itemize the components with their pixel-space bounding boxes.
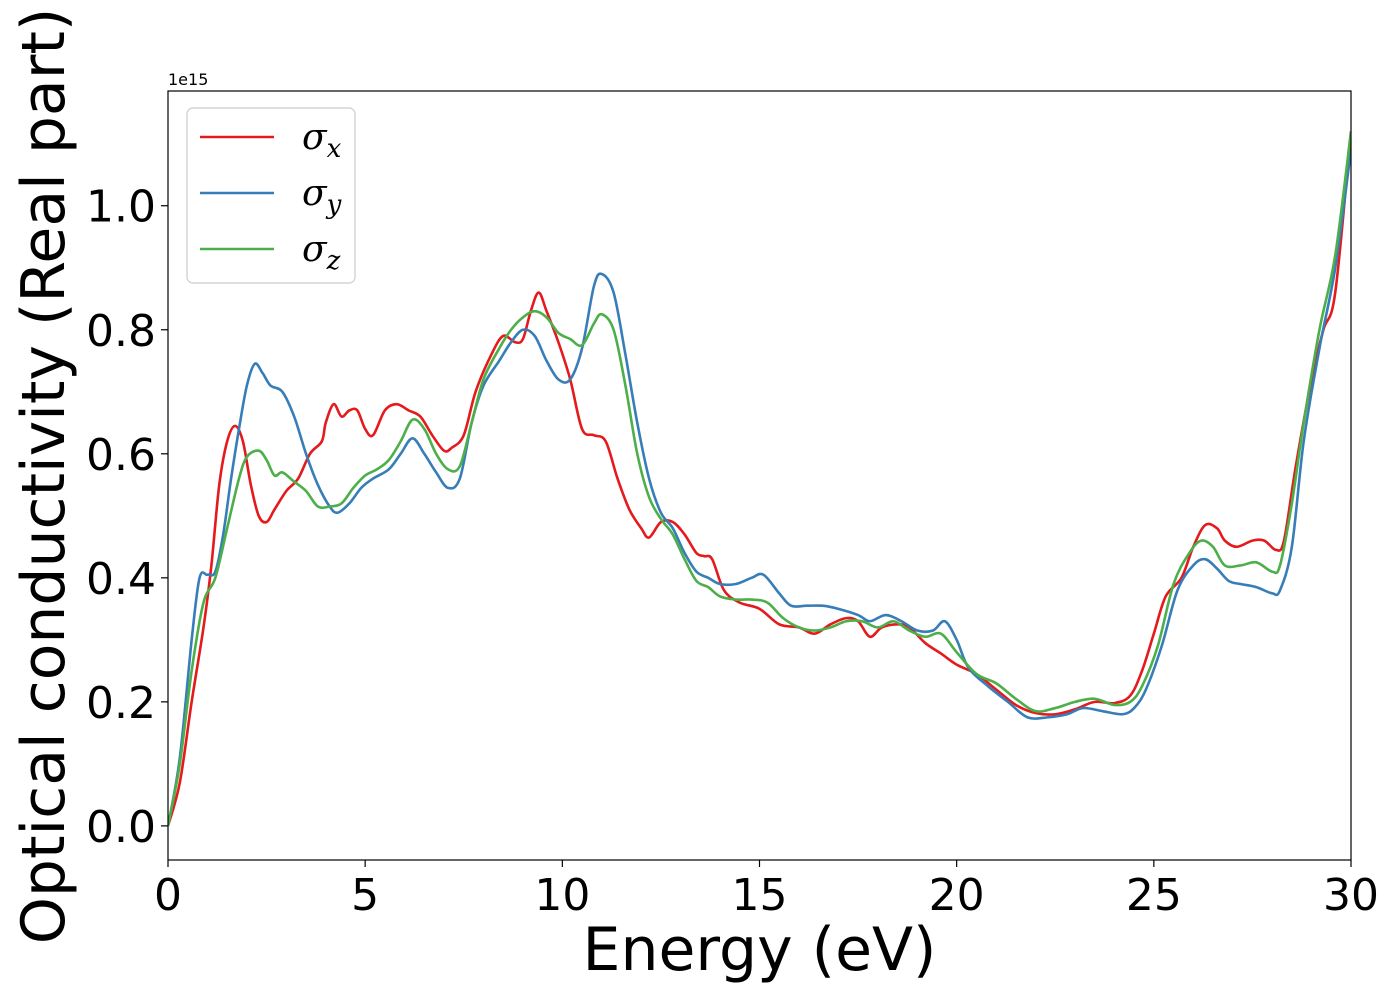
series-layer — [168, 131, 1351, 827]
x-tick-label: 25 — [1126, 870, 1182, 921]
x-tick-label: 15 — [732, 870, 788, 921]
x-tick-label: 0 — [154, 870, 182, 921]
x-tick-label: 20 — [929, 870, 985, 921]
series-line-y — [168, 149, 1351, 827]
x-tick-label: 30 — [1323, 870, 1379, 921]
y-tick-label: 0.2 — [86, 678, 156, 729]
legend-box — [186, 107, 356, 284]
series-line-x — [168, 131, 1351, 827]
x-axis-ticks: 0 5 10 15 20 25 30 — [154, 860, 1379, 921]
x-axis-title: Energy (eV) — [583, 915, 937, 985]
y-tick-label: 0.6 — [86, 430, 156, 481]
x-tick-label: 5 — [351, 870, 379, 921]
x-tick-label: 10 — [534, 870, 590, 921]
y-offset-label: 1e15 — [168, 70, 208, 89]
series-line-z — [168, 131, 1351, 827]
y-tick-label: 0.0 — [86, 802, 156, 853]
y-axis-ticks: 0.0 0.2 0.4 0.6 0.8 1.0 — [86, 182, 168, 853]
y-tick-label: 0.4 — [86, 554, 156, 605]
y-tick-label: 1.0 — [86, 182, 156, 233]
y-axis-title: Optical conductivity (Real part) — [9, 8, 79, 945]
y-tick-label: 0.8 — [86, 306, 156, 357]
